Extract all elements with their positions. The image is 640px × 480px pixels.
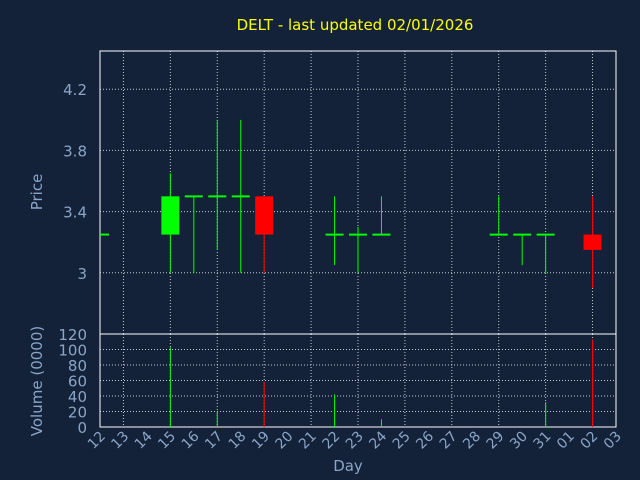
price-tick-label: 4.2 bbox=[63, 81, 87, 99]
x-tick-labels: 12 13 14 15 16 17 18 19 20 21 22 23 24 25 26 27 28 29 30 31… bbox=[85, 428, 625, 452]
price-axis-label: Price bbox=[28, 174, 46, 211]
volume-tick-label: 40 bbox=[68, 388, 87, 406]
candle-body bbox=[583, 234, 602, 250]
volume-tick-label: 100 bbox=[58, 342, 87, 360]
volume-grid bbox=[100, 333, 616, 428]
volume-series bbox=[169, 339, 594, 427]
volume-plot-frame bbox=[99, 333, 617, 428]
volume-axis-label: Volume (0000) bbox=[28, 326, 46, 436]
x-axis-label: Day bbox=[333, 457, 363, 475]
candlestick-series bbox=[100, 119, 602, 289]
volume-tick-label: 20 bbox=[68, 404, 87, 422]
price-tick-label: 3 bbox=[77, 265, 87, 283]
volume-tick-label: 60 bbox=[68, 373, 87, 391]
price-y-tick-labels: 3 3.4 3.8 4.2 bbox=[63, 81, 87, 283]
volume-tick-label: 0 bbox=[77, 419, 87, 437]
volume-tick-label: 120 bbox=[58, 326, 87, 344]
candle-body bbox=[255, 196, 274, 235]
price-tick-label: 3.8 bbox=[63, 142, 87, 160]
volume-tick-label: 80 bbox=[68, 357, 87, 375]
price-tick-label: 3.4 bbox=[63, 204, 87, 222]
candle-body bbox=[161, 196, 180, 235]
chart-title: DELT - last updated 02/01/2026 bbox=[237, 16, 474, 34]
